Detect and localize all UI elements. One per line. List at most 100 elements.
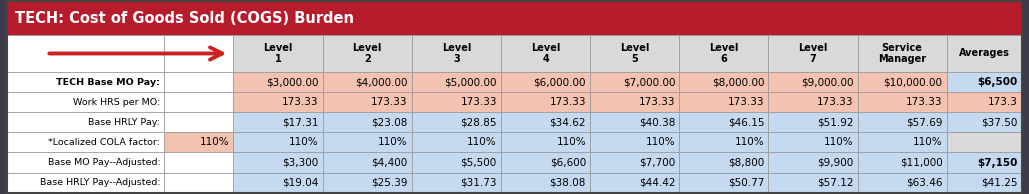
Bar (590, 112, 679, 132)
Bar (323, 112, 412, 132)
Bar (857, 35, 947, 72)
Text: $51.92: $51.92 (817, 117, 853, 127)
Bar (165, 132, 234, 152)
Text: $34.62: $34.62 (549, 117, 586, 127)
Bar (7, 35, 165, 72)
Bar (412, 132, 501, 152)
Text: TECH: Cost of Goods Sold (COGS) Burden: TECH: Cost of Goods Sold (COGS) Burden (15, 11, 354, 26)
Text: 110%: 110% (735, 137, 765, 147)
Bar (7, 92, 165, 112)
Text: 173.33: 173.33 (460, 97, 497, 107)
Text: $25.39: $25.39 (371, 178, 407, 188)
Text: Averages: Averages (959, 48, 1009, 58)
Text: Base MO Pay--Adjusted:: Base MO Pay--Adjusted: (47, 158, 161, 167)
Text: 173.33: 173.33 (817, 97, 853, 107)
Text: $9,900: $9,900 (817, 158, 853, 167)
Bar (857, 112, 947, 132)
Text: $6,500: $6,500 (978, 77, 1018, 87)
Text: 173.33: 173.33 (549, 97, 586, 107)
Text: 110%: 110% (467, 137, 497, 147)
Text: $57.12: $57.12 (817, 178, 853, 188)
Text: $7,000.00: $7,000.00 (623, 77, 675, 87)
Text: Level
6: Level 6 (709, 43, 739, 64)
Text: $5,500: $5,500 (461, 158, 497, 167)
Bar (323, 92, 412, 112)
Text: $4,000.00: $4,000.00 (355, 77, 407, 87)
Bar (7, 1, 1022, 35)
Bar (857, 72, 947, 92)
Text: *Localized COLA factor:: *Localized COLA factor: (48, 138, 161, 147)
Bar (501, 72, 590, 92)
Text: TECH Base MO Pay:: TECH Base MO Pay: (57, 78, 161, 87)
Bar (679, 92, 769, 112)
Bar (947, 92, 1022, 112)
Bar (501, 35, 590, 72)
Text: $11,000: $11,000 (899, 158, 943, 167)
Text: 110%: 110% (645, 137, 675, 147)
Bar (234, 172, 323, 193)
Bar (234, 112, 323, 132)
Bar (769, 152, 857, 172)
Text: $63.46: $63.46 (907, 178, 943, 188)
Text: $38.08: $38.08 (549, 178, 586, 188)
Text: Level
3: Level 3 (441, 43, 471, 64)
Bar (769, 112, 857, 132)
Text: 110%: 110% (200, 137, 229, 147)
Bar (857, 92, 947, 112)
Bar (590, 152, 679, 172)
Text: $57.69: $57.69 (907, 117, 943, 127)
Bar (501, 172, 590, 193)
Bar (501, 152, 590, 172)
Text: 173.33: 173.33 (639, 97, 675, 107)
Bar (412, 92, 501, 112)
Text: $7,700: $7,700 (639, 158, 675, 167)
Bar (234, 92, 323, 112)
Text: 173.3: 173.3 (988, 97, 1018, 107)
Text: 173.33: 173.33 (282, 97, 319, 107)
Bar (165, 172, 234, 193)
Bar (501, 132, 590, 152)
Text: $3,000.00: $3,000.00 (267, 77, 319, 87)
Text: $9,000.00: $9,000.00 (801, 77, 853, 87)
Text: 110%: 110% (913, 137, 943, 147)
Text: $46.15: $46.15 (728, 117, 765, 127)
Bar (769, 72, 857, 92)
Bar (590, 92, 679, 112)
Text: Level
1: Level 1 (263, 43, 292, 64)
Bar (323, 35, 412, 72)
Text: 110%: 110% (378, 137, 407, 147)
Bar (501, 92, 590, 112)
Text: $37.50: $37.50 (982, 117, 1018, 127)
Bar (7, 72, 165, 92)
Bar (947, 132, 1022, 152)
Text: Level
5: Level 5 (620, 43, 649, 64)
Text: $8,000.00: $8,000.00 (712, 77, 765, 87)
Text: $3,300: $3,300 (282, 158, 319, 167)
Text: $6,600: $6,600 (549, 158, 586, 167)
Bar (323, 172, 412, 193)
Text: $41.25: $41.25 (982, 178, 1018, 188)
Text: $4,400: $4,400 (371, 158, 407, 167)
Text: $40.38: $40.38 (639, 117, 675, 127)
Bar (947, 112, 1022, 132)
Bar (7, 132, 165, 152)
Bar (7, 152, 165, 172)
Text: 110%: 110% (824, 137, 853, 147)
Text: Service
Manager: Service Manager (878, 43, 926, 64)
Bar (769, 132, 857, 152)
Bar (679, 112, 769, 132)
Bar (412, 112, 501, 132)
Bar (165, 35, 234, 72)
Text: 173.33: 173.33 (907, 97, 943, 107)
Text: Level
2: Level 2 (353, 43, 382, 64)
Bar (947, 35, 1022, 72)
Bar (323, 152, 412, 172)
Bar (590, 172, 679, 193)
Bar (590, 132, 679, 152)
Bar (769, 172, 857, 193)
Bar (857, 172, 947, 193)
Bar (947, 72, 1022, 92)
Text: $23.08: $23.08 (371, 117, 407, 127)
Text: Level
7: Level 7 (799, 43, 827, 64)
Bar (412, 72, 501, 92)
